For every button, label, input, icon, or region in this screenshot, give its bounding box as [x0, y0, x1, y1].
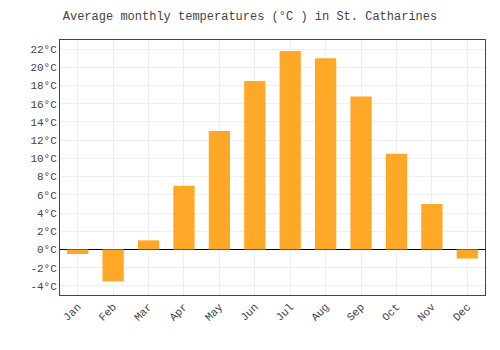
- svg-text:0°C: 0°C: [37, 244, 57, 256]
- svg-text:May: May: [203, 301, 226, 324]
- svg-text:Jul: Jul: [274, 301, 296, 323]
- svg-text:Dec: Dec: [451, 301, 473, 323]
- svg-text:2°C: 2°C: [37, 226, 57, 238]
- svg-text:Apr: Apr: [167, 301, 189, 323]
- svg-text:Oct: Oct: [380, 301, 402, 323]
- svg-text:Sep: Sep: [345, 301, 367, 323]
- svg-text:20°C: 20°C: [30, 62, 57, 74]
- svg-text:-2°C: -2°C: [30, 263, 57, 275]
- svg-text:6°C: 6°C: [37, 190, 57, 202]
- svg-text:Jun: Jun: [238, 301, 260, 323]
- svg-text:22°C: 22°C: [30, 44, 57, 56]
- svg-text:18°C: 18°C: [30, 80, 57, 92]
- svg-text:12°C: 12°C: [30, 135, 57, 147]
- svg-text:Average monthly temperatures (: Average monthly temperatures (°C ) in St…: [63, 10, 437, 24]
- svg-text:8°C: 8°C: [37, 171, 57, 183]
- svg-text:4°C: 4°C: [37, 208, 57, 220]
- svg-text:10°C: 10°C: [30, 153, 57, 165]
- svg-text:Mar: Mar: [132, 301, 154, 323]
- svg-text:Jan: Jan: [61, 301, 83, 323]
- svg-text:Nov: Nov: [415, 301, 438, 324]
- svg-text:Aug: Aug: [309, 301, 331, 323]
- svg-text:-4°C: -4°C: [30, 281, 57, 293]
- svg-text:16°C: 16°C: [30, 99, 57, 111]
- svg-text:14°C: 14°C: [30, 117, 57, 129]
- svg-text:Feb: Feb: [97, 301, 119, 323]
